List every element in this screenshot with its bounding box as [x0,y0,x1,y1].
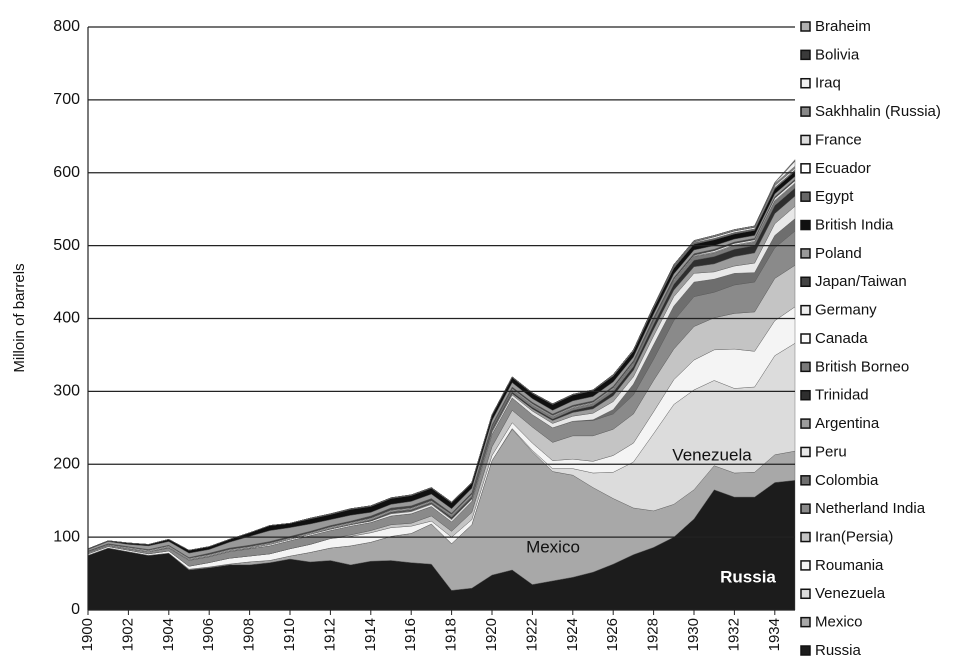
x-tick-label: 1908 [241,618,258,651]
legend-swatch [800,418,811,429]
y-tick-label: 800 [53,18,80,35]
legend-swatch [800,248,811,259]
legend-swatch [800,560,811,571]
legend-label: Netherland India [815,500,926,517]
legend-swatch [800,616,811,628]
legend-swatch [800,77,811,89]
legend-swatch [800,389,811,401]
legend-label: Iraq [815,75,841,92]
legend-swatch [800,49,811,61]
legend-swatch [800,503,811,514]
x-tick-label: 1928 [645,618,662,651]
y-tick-label: 200 [53,455,80,472]
y-tick-label: 500 [53,237,80,254]
x-tick-label: 1914 [362,618,379,651]
x-tick-label: 1922 [523,618,540,651]
legend-label: Trinidad [815,387,869,404]
legend-label: Russia [815,642,862,659]
legend-label: Argentina [815,415,880,432]
annotation: Venezuela [672,445,752,464]
legend-swatch [800,219,811,231]
x-tick-label: 1930 [685,618,702,651]
legend-swatch [800,333,811,344]
legend-swatch [800,163,811,174]
y-axis-label: Milloin of barrels [11,263,28,372]
legend-swatch [800,588,811,600]
y-tick-label: 700 [53,91,80,108]
legend-label: France [815,131,862,148]
x-tick-label: 1904 [160,618,177,651]
x-tick-label: 1934 [766,618,783,651]
legend-label: Braheim [815,18,871,35]
legend-label: Bolivia [815,46,860,63]
x-tick-label: 1918 [443,618,460,651]
legend-label: Poland [815,245,862,262]
x-tick-label: 1910 [281,618,298,651]
legend-label: Egypt [815,188,854,205]
legend-label: Japan/Taiwan [815,273,907,290]
x-tick-label: 1924 [564,618,581,651]
legend-label: Germany [815,302,877,319]
legend-label: Colombia [815,472,879,489]
legend-swatch [800,475,811,486]
y-tick-label: 100 [53,528,80,545]
legend-label: Iran(Persia) [815,529,893,546]
legend-label: Sakhhalin (Russia) [815,103,941,120]
legend-label: Ecuador [815,160,871,177]
legend-swatch [800,361,811,373]
x-tick-label: 1902 [119,618,136,651]
area [87,159,796,551]
legend-label: British Borneo [815,358,909,375]
y-tick-label: 0 [71,601,80,618]
x-tick-label: 1912 [321,618,338,651]
legend-swatch [800,134,811,146]
annotation: Russia [720,567,776,586]
legend-swatch [800,276,811,288]
legend-swatch [800,191,811,202]
legend-label: Canada [815,330,868,347]
legend-swatch [800,304,811,316]
y-tick-label: 400 [53,310,80,327]
legend-label: Roumania [815,557,884,574]
x-tick-label: 1916 [402,618,419,651]
legend-swatch [800,106,811,117]
legend-swatch [800,531,811,543]
annotation: Mexico [526,537,580,556]
legend-label: British India [815,217,894,234]
legend-label: Venezuela [815,585,886,602]
legend-label: Mexico [815,614,863,631]
legend-swatch [800,21,811,32]
legend-label: Peru [815,443,847,460]
y-tick-label: 300 [53,383,80,400]
legend-swatch [800,645,811,656]
x-tick-label: 1900 [79,618,96,651]
y-tick-label: 600 [53,164,80,181]
x-tick-label: 1932 [725,618,742,651]
x-tick-label: 1906 [200,618,217,651]
x-tick-label: 1920 [483,618,500,651]
x-tick-label: 1926 [604,618,621,651]
legend-swatch [800,446,811,458]
